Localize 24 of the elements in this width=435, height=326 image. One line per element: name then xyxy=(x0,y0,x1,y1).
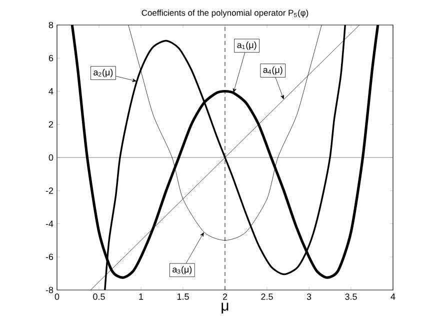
x-tick-label: 3.5 xyxy=(345,294,357,300)
y-tick-label: 8 xyxy=(48,22,54,28)
annotation: a$_{2}$(μ) xyxy=(94,68,113,78)
y-tick-label: 0 xyxy=(48,154,54,161)
x-axis-title: μ xyxy=(222,302,228,314)
x-tick-label: 2 xyxy=(222,294,228,300)
y-tick-label: -6 xyxy=(46,254,54,260)
y-tick-label: -2 xyxy=(46,187,54,194)
x-tick-label: 4 xyxy=(390,294,396,300)
x-tick-label: 2.5 xyxy=(261,294,273,300)
chart-title: Coefficients of the polynomial operator P$_{5}$(φ) xyxy=(142,10,308,18)
x-tick-label: 1.5 xyxy=(177,294,189,300)
y-tick-label: -8 xyxy=(46,286,54,294)
y-tick-label: 4 xyxy=(48,88,54,94)
x-tick-label: 0 xyxy=(54,294,60,300)
x-tick-label: 1 xyxy=(139,294,144,300)
y-tick-label: -4 xyxy=(46,220,54,227)
x-tick-label: 0.5 xyxy=(93,294,105,300)
x-tick-label: 3 xyxy=(306,294,312,300)
y-tick-label: 6 xyxy=(48,54,54,62)
annotation: a$_{4}$(μ) xyxy=(263,66,282,75)
annotation: a$_{1}$(μ) xyxy=(237,42,256,50)
y-tick-label: 2 xyxy=(48,121,54,128)
annotation: a$_{3}$(μ) xyxy=(172,266,192,274)
